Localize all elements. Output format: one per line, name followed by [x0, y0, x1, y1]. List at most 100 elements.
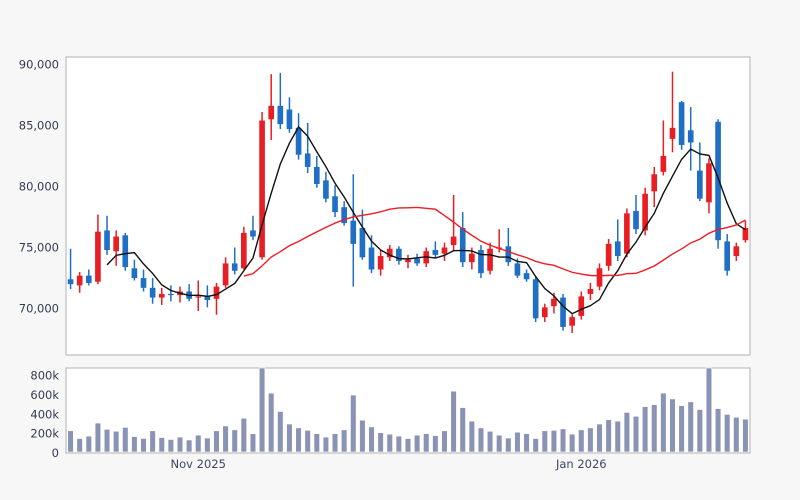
candle-body [195, 296, 202, 298]
candle-body [277, 105, 284, 125]
volume-panel[interactable]: 0 200k 400k 600k 800k [30, 367, 751, 460]
volume-bar [687, 401, 694, 453]
candlestick [313, 155, 320, 188]
volume-bar [505, 437, 512, 453]
candlestick [697, 142, 703, 202]
volume-bar [587, 427, 594, 453]
candlestick [213, 282, 220, 315]
candlestick [405, 254, 411, 269]
volume-bar [669, 398, 676, 453]
candle-body [432, 249, 439, 255]
volume-bar [441, 430, 448, 453]
candle-body [578, 296, 585, 316]
volume-bar [213, 430, 220, 453]
candlestick [304, 122, 311, 174]
volume-bar [696, 409, 703, 453]
volume-bar [523, 433, 530, 453]
candle-body [605, 243, 612, 266]
ma-long-line [243, 206, 746, 277]
candle-body [386, 248, 393, 258]
candle-body [313, 166, 320, 185]
candlestick [131, 259, 138, 281]
candlestick [295, 113, 302, 160]
candlestick [505, 227, 512, 266]
price-axis-tick: 75,000 [19, 241, 59, 255]
candlestick [386, 245, 393, 261]
candlestick [113, 230, 119, 266]
volume-bar [85, 435, 92, 453]
candle-body [614, 241, 621, 257]
volume-bar [350, 394, 357, 453]
candlestick [459, 212, 466, 268]
price-panel[interactable]: 70,000 75,000 80,000 85,000 90,000 [19, 56, 800, 356]
volume-bar [295, 427, 302, 453]
volume-bar [486, 430, 494, 453]
ma-short-line [106, 125, 746, 315]
candle-body [450, 236, 457, 246]
candle-body [295, 127, 302, 155]
volume-bar [459, 407, 466, 453]
candle-body [569, 317, 575, 326]
candlestick [569, 314, 575, 334]
candle-body [131, 268, 138, 279]
candlestick [241, 226, 247, 270]
volume-bar [185, 439, 193, 453]
candle-body [596, 268, 603, 287]
volume-bar [113, 430, 120, 453]
volume-bar [678, 405, 685, 453]
candle-body [687, 130, 694, 143]
candle-body [359, 227, 366, 258]
candle-body [715, 121, 721, 241]
candlestick [414, 253, 420, 266]
volume-bar [195, 434, 202, 453]
candle-body [332, 196, 338, 213]
volume-bar [496, 434, 503, 453]
candle-body [95, 231, 101, 282]
candlestick [76, 271, 83, 293]
candle-body [377, 256, 384, 270]
candle-body [350, 220, 357, 244]
candle-body [532, 279, 539, 319]
candlestick [168, 285, 174, 302]
candle-body [523, 273, 530, 280]
volume-bar [660, 392, 667, 453]
volume-bar [304, 429, 311, 453]
candle-body [396, 248, 402, 261]
volume-bar [377, 432, 384, 453]
price-axis-tick: 80,000 [19, 179, 59, 193]
candle-body [67, 279, 74, 285]
volume-bar [550, 429, 558, 453]
candle-body [323, 180, 329, 199]
candlestick [286, 97, 293, 133]
volume-bar [714, 408, 722, 453]
candlestick [250, 215, 256, 241]
candle-body [304, 153, 311, 167]
candle-body [441, 247, 448, 254]
candle-body [414, 258, 420, 264]
candlestick [140, 269, 147, 292]
candlestick [359, 209, 366, 260]
candlestick [633, 195, 639, 235]
volume-bar [268, 392, 275, 453]
volume-bar [331, 433, 339, 453]
candle-body [241, 232, 247, 269]
candlestick [605, 238, 612, 271]
volume-bar [341, 429, 348, 453]
candlestick [341, 201, 347, 226]
volume-bar [222, 425, 229, 453]
volume-bar [614, 420, 621, 453]
candlestick [596, 263, 603, 291]
candle-body [213, 286, 220, 299]
candle-body [341, 207, 347, 224]
volume-axis-tick: 400k [30, 407, 59, 421]
volume-bar [131, 436, 138, 453]
volume-bar [705, 367, 713, 453]
candlestick [687, 107, 694, 171]
volume-bar [149, 430, 156, 453]
volume-bar [67, 430, 74, 453]
candlestick [350, 174, 357, 287]
candle-body [742, 227, 749, 241]
volume-bar [742, 418, 749, 453]
